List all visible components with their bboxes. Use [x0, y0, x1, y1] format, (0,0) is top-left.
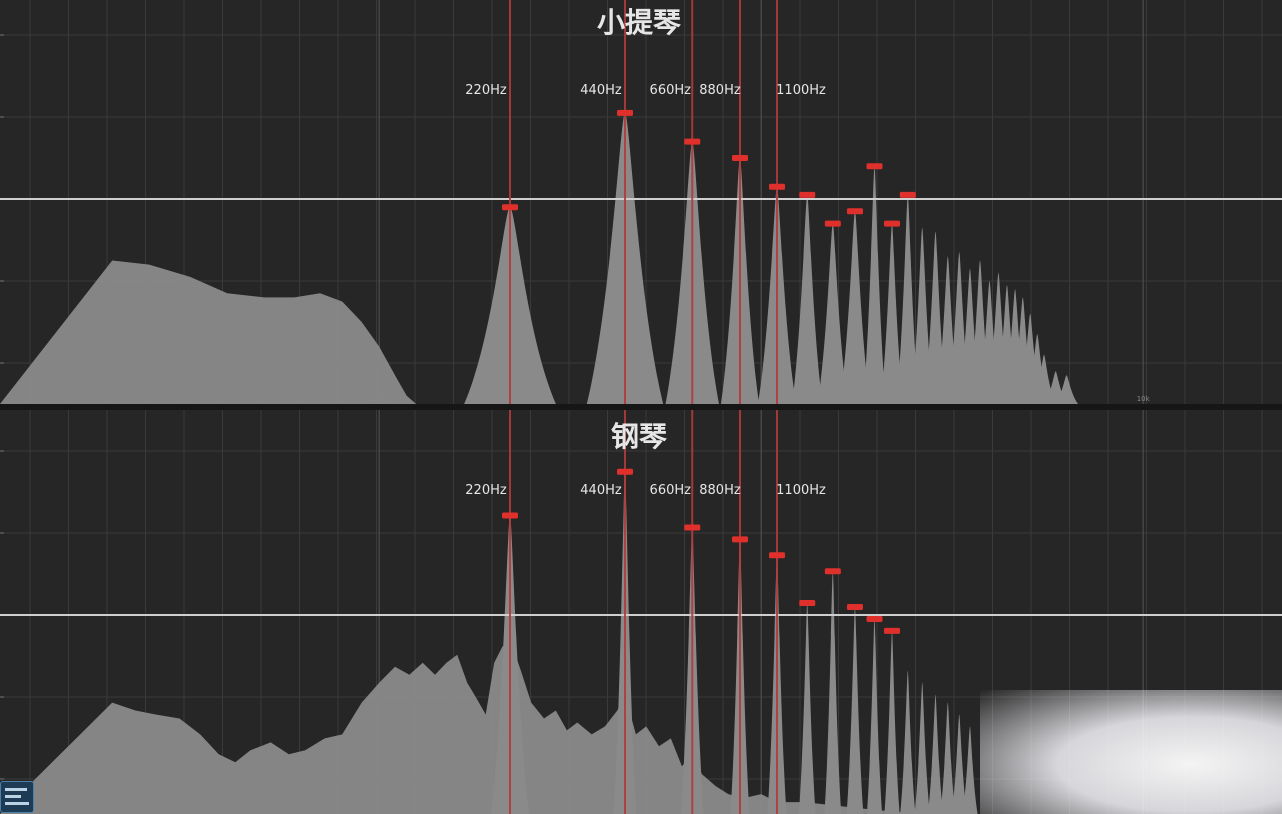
- harmonic-label-1100Hz: 1100Hz: [776, 483, 826, 498]
- harmonic-label-440Hz: 440Hz: [580, 83, 622, 98]
- spectrum-envelope: [0, 260, 417, 404]
- peak-marker-3: [684, 138, 701, 145]
- app-logo-icon: [0, 781, 34, 813]
- spectrum-partial-11: [900, 670, 916, 814]
- screen-glare: [980, 690, 1282, 814]
- spectrum-partial-10: [884, 630, 900, 814]
- spectrum-partial-7: [824, 571, 842, 814]
- peak-marker-8: [846, 604, 863, 611]
- peak-marker-11: [899, 191, 916, 198]
- harmonic-label-440Hz: 440Hz: [580, 483, 622, 498]
- x-tick-label: 100: [373, 805, 386, 813]
- peak-marker-3: [684, 524, 701, 531]
- harmonic-label-220Hz: 220Hz: [465, 483, 507, 498]
- panel-divider: [0, 404, 1282, 410]
- harmonic-label-880Hz: 880Hz: [699, 83, 741, 98]
- spectrum-partial-12: [910, 227, 934, 404]
- peak-marker-9: [866, 615, 883, 622]
- spectrum-partial-14: [940, 702, 956, 814]
- chart-title: 钢琴: [611, 420, 667, 453]
- peak-marker-6: [799, 191, 816, 198]
- spectrum-partial-10: [880, 223, 904, 404]
- peak-marker-10: [884, 627, 900, 634]
- spectrum-partial-27: [1055, 375, 1079, 404]
- peak-marker-1: [502, 512, 518, 519]
- spectrum-partial-7: [817, 223, 849, 404]
- peak-marker-4: [731, 536, 748, 543]
- spectrum-partial-12: [914, 682, 930, 814]
- x-tick-label: 100: [373, 395, 386, 403]
- spectrum-partial-8: [846, 607, 864, 814]
- spectrum-partial-9: [863, 166, 886, 404]
- chart-title: 小提琴: [597, 6, 681, 39]
- spectrum-partial-9: [866, 618, 883, 814]
- peak-marker-9: [866, 163, 883, 170]
- peak-marker-1: [502, 204, 518, 211]
- peak-marker-2: [616, 468, 633, 475]
- spectrum-partial-11: [896, 194, 920, 404]
- peak-marker-2: [616, 109, 633, 116]
- peak-marker-7: [824, 220, 841, 227]
- peak-marker-7: [824, 568, 841, 575]
- spectrum-partial-16: [962, 726, 978, 814]
- harmonic-label-880Hz: 880Hz: [699, 483, 741, 498]
- spectrum-partial-13: [927, 694, 944, 814]
- harmonic-label-220Hz: 220Hz: [465, 83, 507, 98]
- peak-marker-4: [731, 155, 748, 161]
- harmonic-label-660Hz: 660Hz: [650, 83, 692, 98]
- spectrum-partial-15: [951, 714, 967, 814]
- peak-marker-10: [884, 220, 900, 227]
- peak-marker-5: [769, 183, 786, 190]
- harmonic-label-660Hz: 660Hz: [650, 483, 692, 498]
- spectrum-panel-1: 100 10k 220Hz 440Hz 660Hz 880Hz 1100Hz 小提琴: [0, 0, 1282, 405]
- spectrum-partial-8: [839, 211, 871, 404]
- x-tick-label: 10k: [1137, 395, 1151, 403]
- spectrum-partial-6: [798, 603, 816, 814]
- peak-marker-8: [846, 208, 863, 215]
- harmonic-label-1100Hz: 1100Hz: [776, 83, 826, 98]
- spectrum-partial-6: [791, 194, 823, 404]
- spectrum-panel-2: 100 220Hz 440Hz 660Hz 880Hz 1100Hz 钢琴: [0, 410, 1282, 814]
- peak-marker-5: [769, 552, 786, 559]
- spectrum-partial-25: [1032, 354, 1056, 404]
- peak-marker-6: [799, 600, 816, 607]
